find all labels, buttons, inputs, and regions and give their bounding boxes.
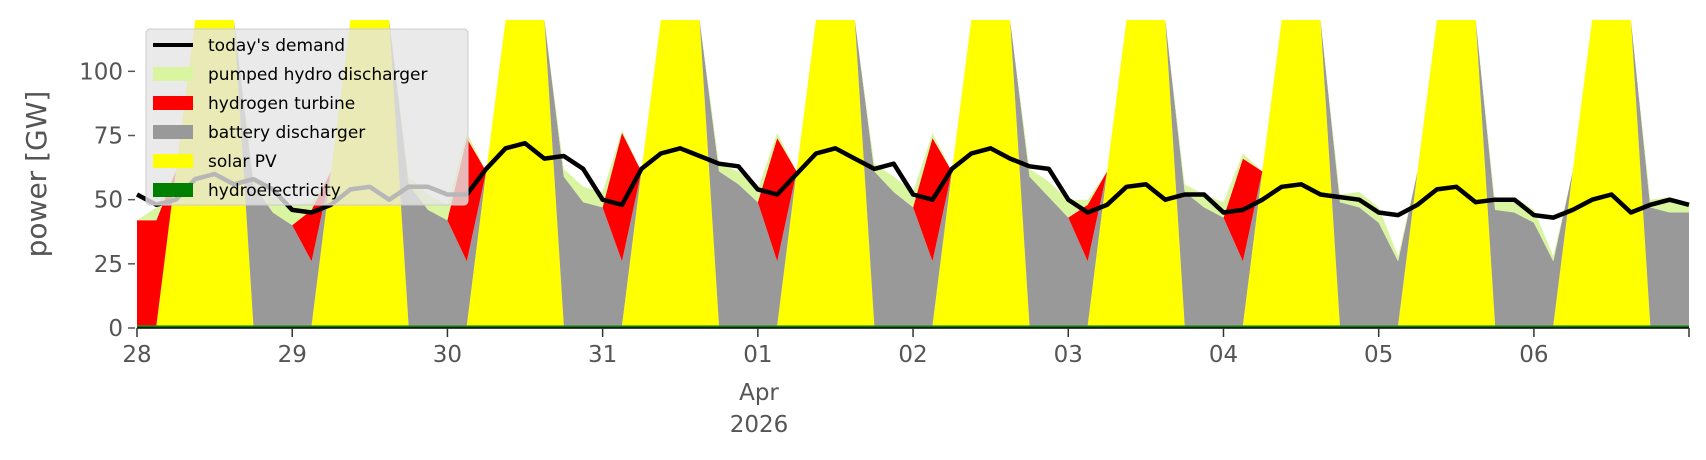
- legend-label-battery-discharger: battery discharger: [208, 123, 365, 143]
- legend: today's demand pumped hydro discharger hyd…: [145, 28, 469, 206]
- legend-label-hydrogen-turbine: hydrogen turbine: [208, 94, 355, 114]
- x-tick-label-2026-03-29: 29: [278, 342, 307, 368]
- y-tick-label-0: 0: [108, 316, 123, 342]
- x-secondary-label-year: 2026: [730, 412, 789, 438]
- x-secondary-label-month: Apr: [739, 380, 779, 406]
- y-axis-title: power [GW]: [20, 91, 53, 258]
- legend-label-pumped-hydro-discharger: pumped hydro discharger: [208, 65, 427, 85]
- area-battery-discharger: [137, 20, 1689, 326]
- area-solar-pv: [137, 20, 1689, 326]
- legend-swatch-hydrogen-turbine: [153, 96, 193, 110]
- x-tick-label-2026-03-31: 31: [588, 342, 617, 368]
- x-tick-label-2026-03-30: 30: [433, 342, 462, 368]
- legend-label-solar-pv: solar PV: [208, 152, 277, 172]
- legend-box: [145, 28, 469, 206]
- legend-swatch-battery-discharger: [153, 125, 193, 139]
- x-tick-label-2026-04-05: 05: [1364, 342, 1393, 368]
- x-tick-label-2026-03-28: 28: [122, 342, 151, 368]
- legend-label-today-s-demand: today's demand: [208, 36, 345, 56]
- x-tick-label-2026-04-01: 01: [743, 342, 772, 368]
- x-tick-label-2026-04-04: 04: [1209, 342, 1238, 368]
- x-tick-label-2026-04-06: 06: [1519, 342, 1548, 368]
- legend-swatch-hydroelectricity: [153, 183, 193, 197]
- x-tick-label-2026-04-02: 02: [898, 342, 927, 368]
- y-tick-label-75: 75: [94, 124, 123, 150]
- x-tick-label-2026-04-03: 03: [1054, 342, 1083, 368]
- y-tick-label-50: 50: [94, 188, 123, 214]
- legend-label-hydroelectricity: hydroelectricity: [208, 181, 341, 201]
- legend-swatch-pumped-hydro-discharger: [153, 67, 193, 81]
- legend-swatch-solar-pv: [153, 154, 193, 168]
- y-tick-label-100: 100: [79, 59, 123, 85]
- y-tick-label-25: 25: [94, 252, 123, 278]
- x-axis-ticks: 28 29 30 31 01 02 03 04 05 06: [122, 328, 1690, 368]
- y-axis-ticks: 0 25 50 75 100: [79, 59, 135, 342]
